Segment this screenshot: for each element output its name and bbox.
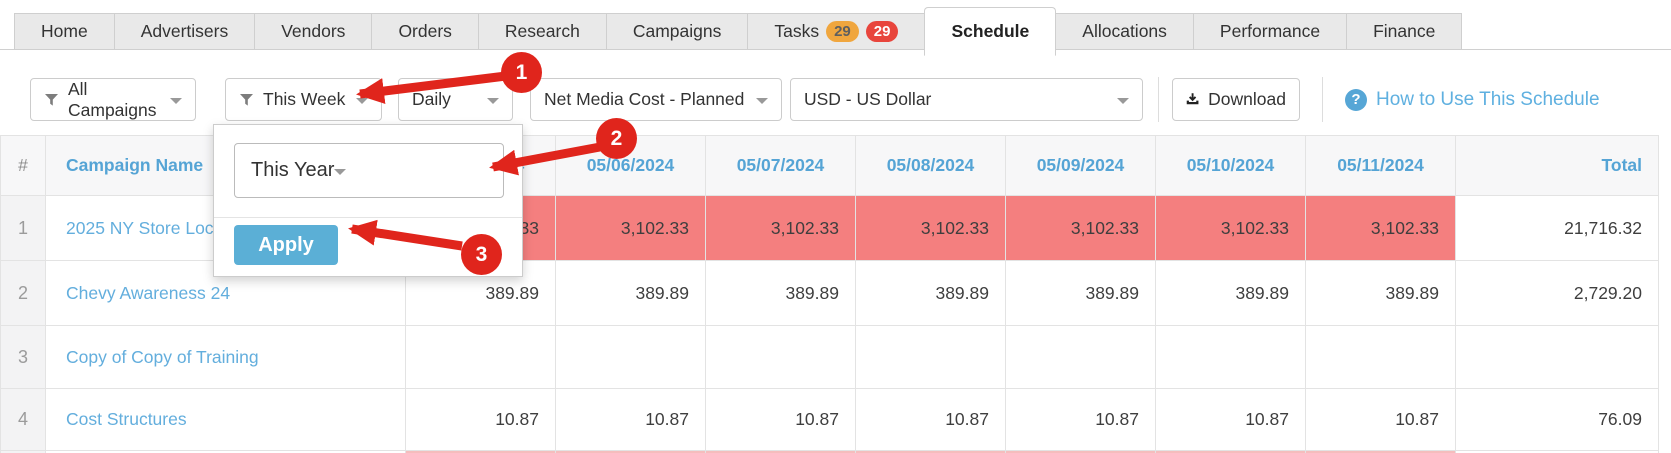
period-value: This Year [251,159,335,181]
table-row-partial [0,450,1659,453]
cost-cell[interactable] [705,325,856,389]
cost-cell[interactable] [855,325,1006,389]
tab-advertisers[interactable]: Advertisers [113,13,256,50]
download-button[interactable]: Download [1172,78,1300,121]
cost-cell[interactable]: 10.87 [1305,388,1456,451]
help-link-label: How to Use This Schedule [1376,88,1600,110]
date-filter-button[interactable]: This Week [225,78,382,121]
cost-cell[interactable]: 10.87 [855,388,1006,451]
step-badge-3: 3 [461,234,502,275]
main-tabs: Home Advertisers Vendors Orders Research… [14,7,1463,56]
tab-tasks[interactable]: Tasks 29 29 [747,13,926,50]
tab-vendors[interactable]: Vendors [254,13,373,50]
toolbar-divider [1158,77,1159,122]
metric-value: Net Media Cost - Planned [544,89,745,109]
tasks-overdue-badge: 29 [865,21,899,42]
column-header-date[interactable]: 05/08/2024 [855,135,1006,196]
column-header-date[interactable]: 05/11/2024 [1305,135,1456,196]
cost-cell[interactable]: 389.89 [1155,260,1306,326]
table-row: 3 Copy of Copy of Training [0,325,1659,389]
currency-value: USD - US Dollar [804,89,932,109]
funnel-icon [45,93,58,106]
download-label: Download [1208,89,1286,109]
campaign-link[interactable]: Copy of Copy of Training [45,325,406,389]
total-cell: 2,729.20 [1455,260,1659,326]
cost-cell[interactable]: 10.87 [1155,388,1306,451]
cost-cell[interactable]: 10.87 [555,388,706,451]
cost-cell[interactable] [1305,325,1456,389]
chevron-down-icon [170,97,182,104]
toolbar-divider [1322,77,1323,122]
campaigns-filter-button[interactable]: All Campaigns [30,78,196,121]
cost-cell[interactable] [1005,325,1156,389]
cost-cell[interactable]: 3,102.33 [705,195,856,261]
cost-cell[interactable]: 10.87 [705,388,856,451]
granularity-select[interactable]: Daily [398,78,513,121]
cost-cell[interactable]: 389.89 [855,260,1006,326]
help-link[interactable]: ? How to Use This Schedule [1345,78,1600,121]
chevron-down-icon [334,168,347,175]
total-cell [1455,450,1659,453]
tab-research[interactable]: Research [477,13,607,50]
period-select[interactable]: This Year [234,143,504,198]
metric-select[interactable]: Net Media Cost - Planned [530,78,782,121]
cost-cell[interactable] [1155,325,1306,389]
row-number: 4 [0,388,46,451]
campaigns-filter-label: All Campaigns [68,78,157,120]
chevron-down-icon [756,97,768,104]
cost-cell[interactable] [405,325,556,389]
chevron-down-icon [1117,97,1129,104]
row-number: 2 [0,260,46,326]
cost-cell[interactable]: 3,102.33 [1305,195,1456,261]
apply-button[interactable]: Apply [234,225,338,265]
cost-cell[interactable]: 10.87 [405,388,556,451]
tab-schedule[interactable]: Schedule [924,7,1057,56]
column-header-total[interactable]: Total [1455,135,1659,196]
total-cell [1455,325,1659,389]
funnel-icon [240,93,253,106]
cost-cell[interactable]: 389.89 [1005,260,1156,326]
row-number: 1 [0,195,46,261]
chevron-down-icon [356,97,368,104]
tab-campaigns[interactable]: Campaigns [605,13,749,50]
cost-cell[interactable]: 389.89 [1305,260,1456,326]
cost-cell[interactable]: 389.89 [555,260,706,326]
campaign-link[interactable]: Cost Structures [45,388,406,451]
cost-cell[interactable]: 3,102.33 [1005,195,1156,261]
step-badge-1: 1 [501,52,542,93]
cost-cell[interactable] [555,325,706,389]
download-icon [1186,93,1199,105]
tab-orders[interactable]: Orders [371,13,479,50]
cost-cell[interactable]: 389.89 [705,260,856,326]
cost-cell[interactable]: 3,102.33 [1155,195,1306,261]
total-cell: 76.09 [1455,388,1659,451]
popup-divider [214,217,522,218]
tab-allocations[interactable]: Allocations [1055,13,1194,50]
cost-cell[interactable]: 3,102.33 [855,195,1006,261]
row-number: 3 [0,325,46,389]
date-filter-label: This Week [263,89,346,109]
column-header-num[interactable]: # [0,135,46,196]
currency-select[interactable]: USD - US Dollar [790,78,1143,121]
granularity-value: Daily [412,89,451,109]
column-header-date[interactable]: 05/09/2024 [1005,135,1156,196]
chevron-down-icon [487,97,499,104]
tab-finance[interactable]: Finance [1346,13,1463,50]
total-cell: 21,716.32 [1455,195,1659,261]
cost-cell[interactable]: 3,102.33 [555,195,706,261]
tab-home[interactable]: Home [14,13,115,50]
tab-performance[interactable]: Performance [1192,13,1348,50]
tasks-pending-badge: 29 [826,21,859,42]
cost-cell[interactable]: 10.87 [1005,388,1156,451]
column-header-date[interactable]: 05/10/2024 [1155,135,1306,196]
table-row: 4 Cost Structures 10.87 10.87 10.87 10.8… [0,388,1659,451]
question-icon: ? [1345,88,1367,111]
tab-tasks-label: Tasks [774,21,820,41]
step-badge-2: 2 [596,118,637,159]
column-header-date[interactable]: 05/07/2024 [705,135,856,196]
